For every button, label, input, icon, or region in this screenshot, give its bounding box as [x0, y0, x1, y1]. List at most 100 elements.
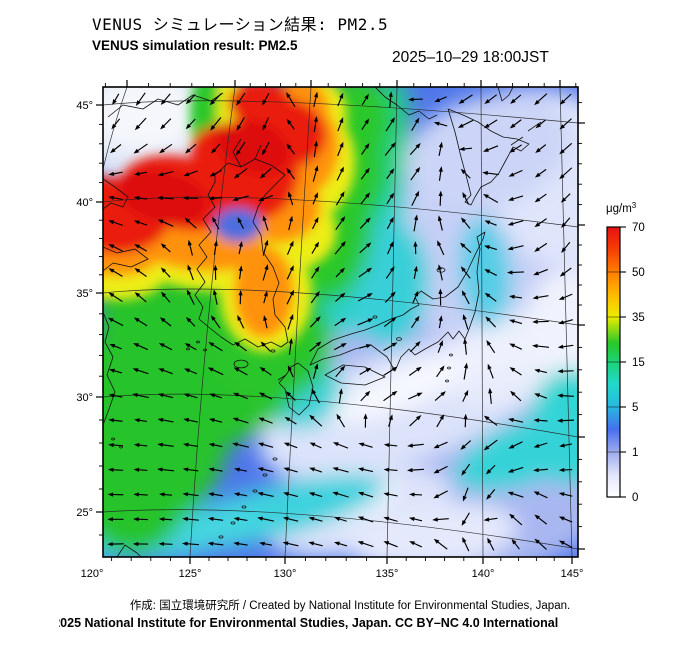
- pm25-region: [526, 270, 578, 380]
- wind-arrow-head: [132, 368, 139, 373]
- wind-arrow-head: [389, 266, 395, 272]
- wind-arrow-head: [287, 191, 292, 198]
- wind-arrow-head: [366, 267, 373, 273]
- wind-arrow-head: [390, 142, 396, 148]
- lon-axis-label: 130°: [274, 568, 297, 580]
- wind-arrow-head: [208, 442, 215, 447]
- wind-arrow-head: [161, 291, 167, 298]
- colorbar-tick-label: 35: [632, 312, 645, 324]
- pm25-region: [103, 87, 200, 153]
- wind-arrow-head: [208, 492, 214, 497]
- wind-arrow-head: [534, 393, 541, 398]
- wind-arrow-head: [510, 390, 516, 397]
- wind-arrow-head: [365, 217, 371, 223]
- colorbar-tick-label: 0: [632, 492, 638, 504]
- wind-arrow-head: [509, 123, 516, 129]
- wind-arrow-head: [157, 219, 164, 224]
- wind-arrow-head: [110, 148, 116, 154]
- wind-arrow-head: [484, 269, 491, 274]
- wind-arrow-head: [460, 168, 467, 175]
- wind-arrow-head: [460, 444, 466, 450]
- wind-arrow-head: [109, 368, 115, 373]
- lon-axis-label: 120°: [81, 568, 104, 580]
- pm25-region: [118, 169, 208, 225]
- wind-arrow-head: [433, 538, 440, 544]
- wind-arrow-head: [534, 538, 540, 544]
- wind-arrow-head: [107, 467, 114, 472]
- wind-arrow-head: [184, 343, 191, 348]
- wind-arrow-head: [389, 241, 394, 247]
- wind-arrow-head: [460, 217, 467, 223]
- wind-arrow-head: [184, 217, 191, 223]
- wind-arrow-head: [533, 491, 540, 496]
- wind-arrow-head: [158, 343, 165, 348]
- wind-arrow-head: [237, 217, 242, 223]
- wind-arrow-head: [264, 264, 269, 270]
- wind-arrow-head: [510, 98, 516, 104]
- wind-arrow-head: [483, 415, 490, 421]
- island: [449, 353, 453, 357]
- wind-arrow-head: [509, 367, 516, 372]
- wind-arrow-head: [283, 467, 290, 472]
- wind-arrow-head: [289, 289, 295, 296]
- wind-arrow-head: [339, 92, 344, 99]
- wind-arrow-head: [132, 393, 138, 398]
- wind-arrow-head: [340, 365, 346, 372]
- wind-arrow-head: [235, 149, 241, 156]
- wind-arrow-head: [207, 516, 214, 522]
- wind-arrow-head: [181, 541, 188, 546]
- wind-arrow-head: [488, 387, 493, 394]
- wind-arrow-head: [309, 442, 316, 447]
- wind-arrow-head: [282, 516, 289, 521]
- wind-arrow-head: [282, 541, 289, 546]
- wind-arrow-head: [108, 442, 114, 448]
- wind-arrow-head: [134, 124, 141, 131]
- wind-arrow-head: [284, 416, 291, 422]
- wind-arrow-head: [334, 541, 340, 546]
- pm25-region: [214, 208, 262, 242]
- page-title-english: VENUS simulation result: PM2.5: [92, 38, 298, 53]
- wind-arrow-head: [108, 220, 115, 225]
- coastline: [374, 87, 438, 120]
- map-frame: [102, 86, 579, 558]
- wind-arrow-head: [212, 216, 217, 223]
- wind-arrow-head: [236, 125, 242, 131]
- wind-arrow-head: [433, 493, 440, 499]
- wind-arrow-head: [159, 492, 165, 497]
- wind-arrow-head: [534, 172, 541, 178]
- wind-arrow-head: [357, 516, 364, 521]
- wind-arrow-head: [187, 264, 192, 271]
- wind-arrow-head: [186, 316, 192, 323]
- wind-arrow-head: [263, 315, 268, 321]
- island: [252, 489, 258, 493]
- wind-arrow-head: [308, 492, 315, 497]
- wind-arrow-head: [232, 392, 239, 397]
- wind-arrow-head: [313, 140, 318, 147]
- pm25-region: [103, 430, 188, 554]
- wind-arrow-head: [357, 541, 364, 546]
- wind-arrow-head: [432, 517, 438, 522]
- wind-arrow-head: [482, 171, 489, 176]
- wind-arrow-head: [107, 517, 113, 522]
- wind-arrow-head: [484, 245, 490, 250]
- island: [272, 457, 278, 461]
- wind-arrow-head: [389, 168, 395, 174]
- wind-arrow-head: [560, 197, 567, 203]
- wind-arrow-head: [440, 391, 446, 397]
- wind-arrow-head: [438, 288, 443, 295]
- wind-arrow-head: [487, 363, 492, 370]
- wind-arrow-head: [185, 98, 192, 105]
- wind-arrow-head: [157, 195, 163, 201]
- island: [233, 359, 249, 369]
- credit-line: 作成: 国立環境研究所 / Created by National Instit…: [129, 600, 571, 612]
- wind-arrow-head: [159, 148, 165, 154]
- axis-ticks: [96, 80, 585, 564]
- wind-arrow-head: [208, 196, 215, 201]
- simulation-timestamp: 2025–10–29 18:00JST: [392, 49, 549, 66]
- lat-axis-label: 40°: [76, 197, 93, 209]
- wind-arrow-head: [259, 541, 265, 546]
- wind-arrow-head: [134, 171, 140, 176]
- lat-axis-label: 45°: [76, 100, 93, 112]
- lat-axis-label: 30°: [76, 392, 93, 404]
- wind-arrow-head: [434, 97, 441, 103]
